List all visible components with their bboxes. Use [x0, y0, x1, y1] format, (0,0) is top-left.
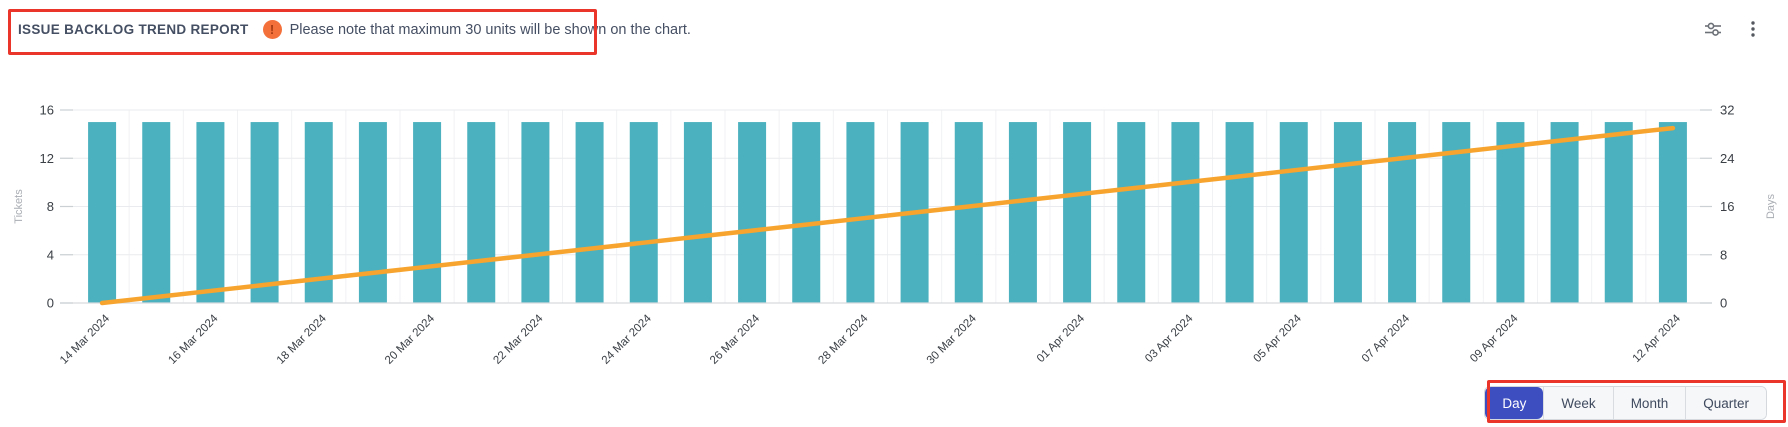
- ticket-bar[interactable]: [1604, 122, 1633, 303]
- right-tick-label: 8: [1720, 247, 1727, 262]
- x-axis-date-label: 30 Mar 2024: [925, 312, 980, 367]
- granularity-month-button[interactable]: Month: [1612, 387, 1686, 419]
- x-axis-date-label: 14 Mar 2024: [58, 312, 113, 367]
- x-axis-date-label: 24 Mar 2024: [600, 312, 655, 367]
- left-tick-label: 8: [47, 199, 54, 214]
- chart-settings-sliders-icon[interactable]: [1700, 16, 1726, 42]
- max-units-note-text: Please note that maximum 30 units will b…: [289, 21, 691, 38]
- ticket-bar[interactable]: [142, 122, 171, 303]
- ticket-bar[interactable]: [88, 122, 117, 303]
- x-axis-date-label: 16 Mar 2024: [166, 312, 221, 367]
- days-trend-line[interactable]: [99, 125, 1676, 306]
- right-tick-label: 32: [1720, 103, 1734, 118]
- exclamation-circle-icon: !: [262, 20, 282, 39]
- left-axis-name: Tickets: [13, 189, 25, 224]
- x-axis-date-label: 03 Apr 2024: [1143, 312, 1196, 365]
- ticket-bar[interactable]: [575, 122, 604, 303]
- ticket-bar[interactable]: [521, 122, 550, 303]
- ticket-bar[interactable]: [792, 122, 821, 303]
- ticket-bar[interactable]: [467, 122, 496, 303]
- ticket-bar[interactable]: [1117, 122, 1146, 303]
- granularity-switcher: Day Week Month Quarter: [1484, 386, 1767, 420]
- granularity-quarter-button[interactable]: Quarter: [1685, 387, 1766, 419]
- x-axis-date-label: 07 Apr 2024: [1360, 312, 1413, 365]
- x-axis-date-label: 22 Mar 2024: [491, 312, 546, 367]
- chart-actions: [1700, 16, 1766, 42]
- x-axis-date-label: 18 Mar 2024: [275, 312, 330, 367]
- ticket-bar[interactable]: [1008, 122, 1037, 303]
- ticket-bar[interactable]: [1550, 122, 1579, 303]
- x-axis-date-label: 26 Mar 2024: [708, 312, 763, 367]
- more-options-kebab-icon[interactable]: [1740, 16, 1766, 42]
- ticket-bar[interactable]: [683, 122, 712, 303]
- left-tick-label: 0: [47, 296, 54, 311]
- max-units-note: ! Please note that maximum 30 units will…: [262, 20, 691, 39]
- ticket-bar[interactable]: [1171, 122, 1200, 303]
- ticket-bar[interactable]: [629, 122, 658, 303]
- ticket-bar[interactable]: [1279, 122, 1308, 303]
- ticket-bar[interactable]: [250, 122, 279, 303]
- ticket-bar[interactable]: [1658, 122, 1687, 303]
- left-tick-label: 4: [47, 247, 54, 262]
- x-axis-date-label: 28 Mar 2024: [816, 312, 871, 367]
- ticket-bar[interactable]: [196, 122, 225, 303]
- report-header: ISSUE BACKLOG TREND REPORT ! Please note…: [18, 20, 691, 39]
- sliders-icon-glyph: [1705, 22, 1721, 36]
- ticket-bar[interactable]: [413, 122, 442, 303]
- left-tick-label: 12: [40, 151, 54, 166]
- ticket-bar[interactable]: [1333, 122, 1362, 303]
- x-axis-date-label: 09 Apr 2024: [1468, 312, 1521, 365]
- granularity-week-button[interactable]: Week: [1543, 387, 1613, 419]
- ticket-bar[interactable]: [846, 122, 875, 303]
- ticket-bar[interactable]: [1063, 122, 1092, 303]
- ticket-bar[interactable]: [304, 122, 333, 303]
- x-axis-date-label: 20 Mar 2024: [383, 312, 438, 367]
- x-axis-date-label: 12 Apr 2024: [1631, 312, 1684, 365]
- x-axis-date-label: 05 Apr 2024: [1252, 312, 1305, 365]
- right-tick-label: 16: [1720, 199, 1734, 214]
- report-title: ISSUE BACKLOG TREND REPORT: [18, 22, 249, 37]
- x-axis-date-label: 01 Apr 2024: [1035, 312, 1088, 365]
- right-tick-label: 0: [1720, 296, 1727, 311]
- granularity-day-button[interactable]: Day: [1485, 387, 1544, 419]
- plot-area: 0 4 8 12 16 0 8 16 24 32 Tickets Days 14 Mar 2024 16 …: [13, 103, 1777, 367]
- left-tick-label: 16: [40, 103, 54, 118]
- ticket-bar[interactable]: [738, 122, 767, 303]
- ticket-bar[interactable]: [1388, 122, 1417, 303]
- ticket-bar[interactable]: [1225, 122, 1254, 303]
- right-tick-label: 24: [1720, 151, 1734, 166]
- kebab-icon-glyph: [1751, 21, 1755, 37]
- ticket-bar[interactable]: [1496, 122, 1525, 303]
- ticket-bar[interactable]: [954, 122, 983, 303]
- right-axis-name: Days: [1765, 193, 1777, 219]
